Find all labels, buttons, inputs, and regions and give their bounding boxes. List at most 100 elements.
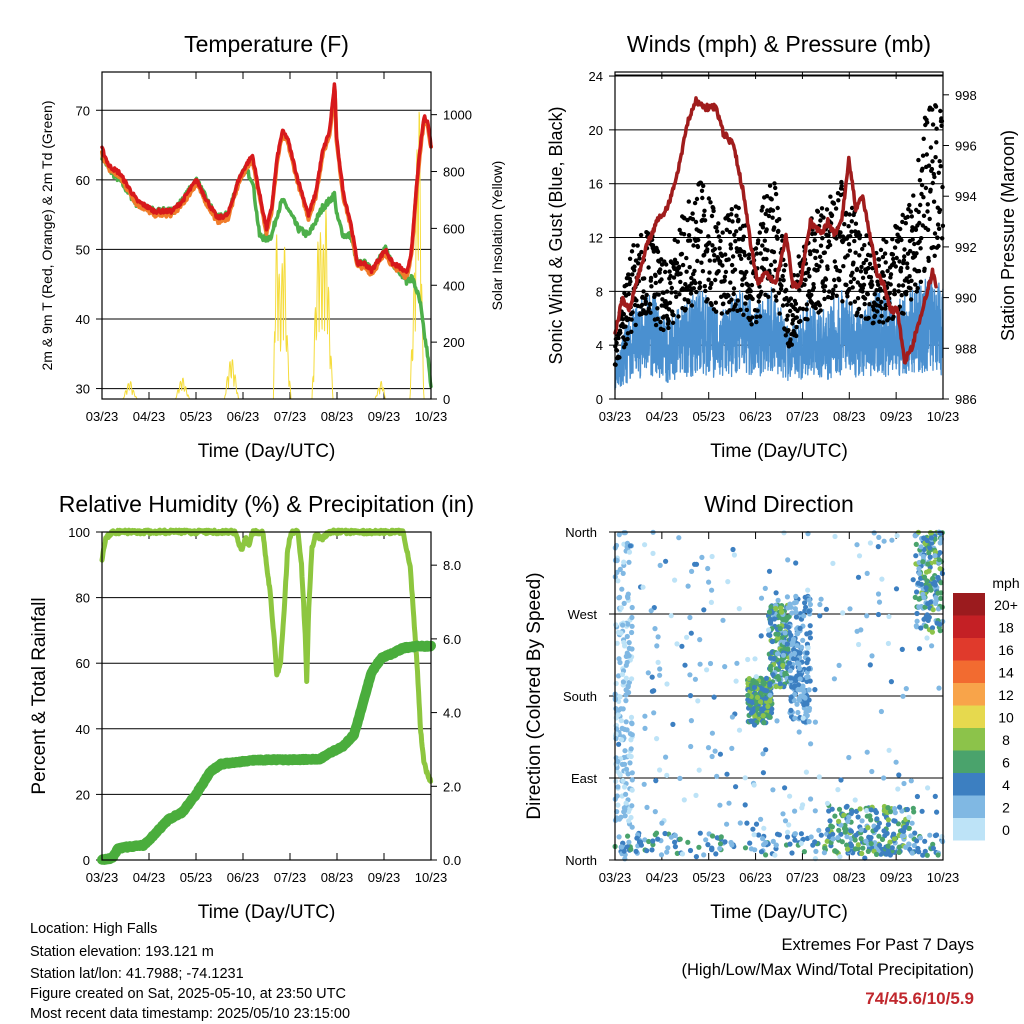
gust-point (913, 227, 919, 232)
gust-point (717, 246, 722, 251)
gust-point (784, 317, 789, 322)
direction-point (899, 646, 905, 653)
gust-point (857, 253, 862, 258)
direction-point (617, 566, 623, 573)
direction-point (650, 550, 656, 557)
direction-point (664, 849, 670, 855)
y-left-tick-label: South (563, 689, 597, 704)
gust-point (739, 256, 744, 261)
direction-point (901, 780, 907, 787)
gust-point (916, 157, 921, 163)
gust-point (930, 180, 935, 186)
gust-point (804, 307, 809, 312)
direction-point (654, 736, 660, 742)
direction-point (854, 542, 860, 548)
gust-point (861, 260, 866, 266)
legend-title: mph (992, 575, 1019, 591)
direction-point (832, 813, 838, 819)
x-tick-label: 05/23 (180, 409, 213, 424)
y-right-tick-label: 600 (443, 221, 465, 236)
panel-temperature: Temperature (F) 03/23 04/23 05/23 06/23 07/23… (39, 31, 505, 462)
gust-point (664, 289, 670, 294)
gust-point (700, 195, 705, 201)
direction-point (813, 848, 819, 855)
gust-point (729, 212, 734, 217)
panel-wind_direction: Wind Direction 03/23 04/23 05/23 06/23 07/23 0… (524, 491, 1020, 923)
legend-swatch (953, 750, 985, 773)
gust-point (720, 263, 725, 268)
direction-point (679, 643, 685, 649)
direction-point (626, 818, 632, 824)
direction-point (798, 693, 804, 699)
gust-point (741, 234, 746, 239)
direction-point (879, 576, 885, 582)
gust-point (696, 237, 701, 243)
y-left-tick-label: 0 (83, 853, 90, 868)
y-left-tick-label: 50 (76, 242, 90, 257)
gust-point (699, 260, 704, 265)
direction-point (879, 836, 886, 843)
gust-point (934, 126, 939, 131)
gust-point (936, 170, 941, 175)
direction-point (856, 553, 863, 559)
direction-point (892, 806, 898, 812)
gust-point (772, 225, 777, 230)
gust-point (853, 250, 858, 255)
direction-point (786, 613, 792, 620)
direction-point (655, 659, 661, 666)
gust-point (900, 212, 905, 218)
direction-point (745, 656, 751, 663)
chart-title-humidity: Relative Humidity (%) & Precipitation (i… (59, 491, 474, 517)
direction-point (897, 804, 903, 810)
gust-point (667, 300, 673, 305)
gust-point (713, 300, 718, 305)
direction-point (654, 643, 660, 649)
direction-point (896, 772, 902, 778)
direction-point (697, 661, 703, 667)
gust-point (709, 302, 714, 308)
gust-point (687, 265, 692, 270)
direction-point (768, 604, 774, 610)
gust-point (845, 253, 850, 258)
gust-point (758, 251, 763, 256)
gust-point (829, 213, 835, 218)
direction-point (927, 554, 933, 560)
direction-point (657, 672, 663, 678)
direction-point (915, 845, 921, 852)
direction-point (761, 842, 767, 848)
direction-point (799, 644, 805, 650)
gust-point (658, 267, 663, 272)
direction-point (894, 533, 900, 539)
direction-point (846, 754, 852, 761)
gust-point (929, 166, 935, 172)
direction-point (751, 782, 757, 788)
gust-point (820, 236, 825, 241)
direction-point (614, 569, 620, 576)
gust-point (928, 145, 934, 150)
direction-point (642, 725, 648, 732)
direction-point (935, 574, 941, 581)
extremes-title: Extremes For Past 7 Days (781, 936, 974, 954)
gust-point (705, 297, 710, 302)
gust-point (720, 230, 725, 235)
direction-point (936, 685, 942, 691)
gust-point (934, 140, 939, 145)
gust-point (914, 289, 919, 294)
y-left-tick-label: 16 (589, 177, 603, 192)
gust-point (936, 243, 941, 249)
gust-point (781, 278, 786, 283)
direction-point (858, 836, 864, 842)
direction-point (856, 641, 862, 648)
y-left-tick-label: 0 (596, 392, 603, 407)
direction-point (742, 845, 749, 851)
gust-point (713, 309, 719, 314)
gust-point (788, 296, 794, 301)
direction-point (687, 847, 694, 854)
gust-point (766, 294, 771, 299)
gust-point (675, 239, 680, 244)
direction-point (779, 635, 785, 641)
direction-point (918, 544, 924, 550)
gust-point (837, 268, 843, 274)
direction-point (853, 808, 860, 815)
direction-point (626, 559, 632, 565)
